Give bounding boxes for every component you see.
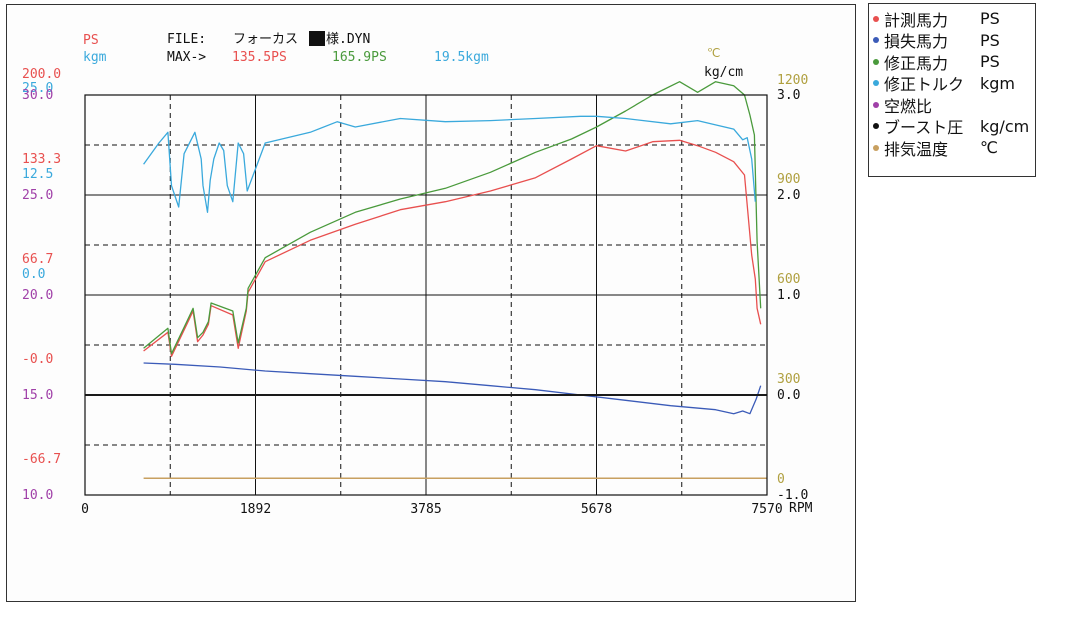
dyno-chart: PS kgm FILE: フォーカス 様.DYN MAX-> 135.5PS 1… <box>22 31 813 517</box>
tick-label-afr: 10.0 <box>22 488 53 503</box>
tick-label-rpm: 3785 <box>410 502 441 517</box>
max-torque-value: 19.5kgm <box>434 50 489 65</box>
tick-label-afr: 25.0 <box>22 188 53 203</box>
legend-marker-icon <box>873 123 879 130</box>
chart-frame: PS kgm FILE: フォーカス 様.DYN MAX-> 135.5PS 1… <box>6 4 856 602</box>
legend-item: 空燃比 <box>873 94 1035 116</box>
series-line-loss <box>143 362 762 415</box>
legend-item: 修正トルク kgm <box>873 73 1035 95</box>
series-line-torque <box>143 115 756 213</box>
tick-label-boost: -1.0 <box>777 488 808 503</box>
legend-item: 損失馬力 PS <box>873 30 1035 52</box>
max-label: MAX-> <box>167 50 206 65</box>
tick-label-temp: 1200 <box>777 73 808 88</box>
legend-label: 空燃比 <box>884 96 933 116</box>
max-measured-value: 135.5PS <box>232 50 287 65</box>
legend-item: ブースト圧 kg/cm <box>873 116 1035 138</box>
max-corrected-value: 165.9PS <box>332 50 387 65</box>
file-label: FILE: <box>167 32 206 47</box>
temp-unit-label: ℃ <box>707 46 720 60</box>
legend: 計測馬力 PS 損失馬力 PS 修正馬力 PS 修正トルク kgm 空燃比 ブースト圧 kg/cm 排… <box>868 3 1036 177</box>
legend-unit: PS <box>980 30 1000 50</box>
tick-label-ps: 200.0 <box>22 67 61 82</box>
legend-marker-icon <box>873 58 879 65</box>
tick-label-rpm: 1892 <box>240 502 271 517</box>
legend-unit: ℃ <box>980 138 998 158</box>
legend-item: 排気温度 ℃ <box>873 137 1035 159</box>
file-name-suffix: 様.DYN <box>326 32 370 47</box>
tick-label-kgm: 12.5 <box>22 167 53 182</box>
redacted-box <box>309 31 325 46</box>
file-name-prefix: フォーカス <box>233 32 298 47</box>
legend-item: 修正馬力 PS <box>873 51 1035 73</box>
tick-label-boost: 3.0 <box>777 88 800 103</box>
tick-label-afr: 30.0 <box>22 88 53 103</box>
legend-marker-icon <box>873 15 879 22</box>
tick-label-rpm: 5678 <box>581 502 612 517</box>
axis-ticks: 200.0133.366.7-0.0-66.725.012.50.030.025… <box>22 67 808 517</box>
tick-label-temp: 300 <box>777 372 800 387</box>
legend-marker-icon <box>873 144 879 151</box>
legend-unit: PS <box>980 9 1000 29</box>
tick-label-temp: 900 <box>777 172 800 187</box>
tick-label-afr: 20.0 <box>22 288 53 303</box>
tick-label-boost: 1.0 <box>777 288 800 303</box>
plot-area-border <box>84 94 768 496</box>
tick-label-ps: 66.7 <box>22 252 53 267</box>
legend-label: 修正トルク <box>884 75 965 95</box>
legend-label: ブースト圧 <box>884 118 964 138</box>
tick-label-boost: 0.0 <box>777 388 800 403</box>
tick-label-ps: -66.7 <box>22 452 61 467</box>
tick-label-temp: 600 <box>777 272 800 287</box>
legend-marker-icon <box>873 37 879 44</box>
tick-label-temp: 0 <box>777 472 785 487</box>
legend-label: 排気温度 <box>884 139 949 159</box>
tick-label-kgm: 0.0 <box>22 267 45 282</box>
legend-item: 計測馬力 PS <box>873 8 1035 30</box>
grid <box>85 95 767 495</box>
legend-unit: PS <box>980 52 1000 72</box>
legend-unit: kgm <box>980 73 1016 93</box>
legend-label: 損失馬力 <box>884 32 949 52</box>
tick-label-kgm: 25.0 <box>22 81 53 96</box>
legend-label: 修正馬力 <box>884 53 949 73</box>
tick-label-rpm: 7570 <box>751 502 782 517</box>
legend-unit: kg/cm <box>980 116 1030 136</box>
x-axis-title: RPM <box>789 501 813 516</box>
series-line-measured <box>143 139 762 357</box>
tick-label-boost: 2.0 <box>777 188 800 203</box>
tick-label-rpm: 0 <box>81 502 89 517</box>
tick-label-ps: -0.0 <box>22 352 53 367</box>
legend-marker-icon <box>873 80 879 87</box>
boost-unit-label: kg/cm <box>704 65 743 80</box>
ps-unit-label: PS <box>83 33 99 48</box>
legend-label: 計測馬力 <box>884 10 949 30</box>
tick-label-ps: 133.3 <box>22 152 61 167</box>
series-line-corrected <box>143 81 762 355</box>
legend-marker-icon <box>873 101 879 108</box>
tick-label-afr: 15.0 <box>22 388 53 403</box>
series-lines <box>85 81 767 480</box>
kgm-unit-label: kgm <box>83 50 107 65</box>
